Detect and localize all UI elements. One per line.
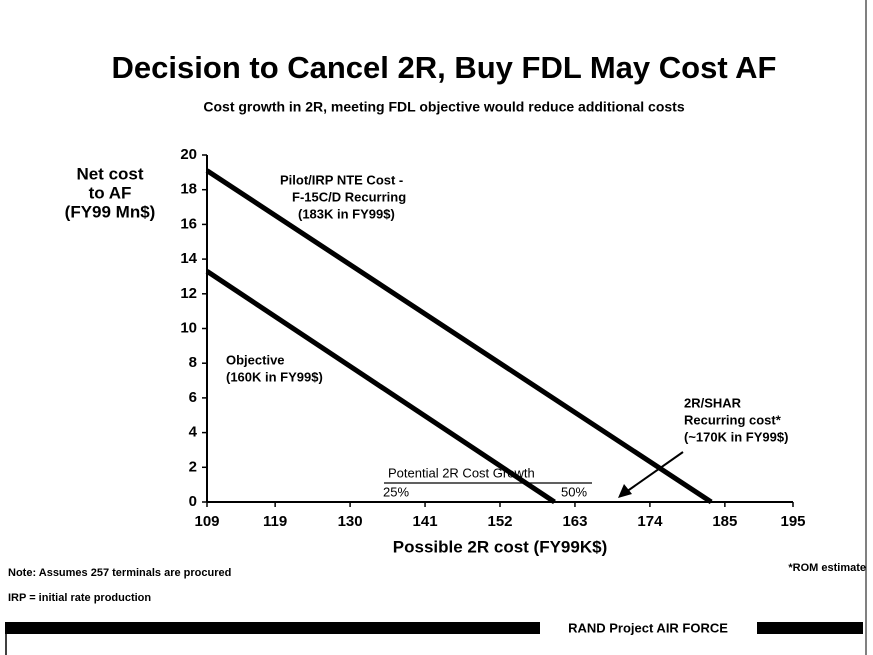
footnote: *ROM estimate — [788, 562, 866, 574]
y-tick-label: 8 — [189, 354, 197, 371]
y-label: Net cost — [76, 164, 143, 183]
y-tick-label: 0 — [189, 493, 197, 510]
title: Decision to Cancel 2R, Buy FDL May Cost … — [112, 50, 777, 85]
footer-bar — [5, 622, 540, 634]
y-tick-label: 12 — [180, 285, 197, 302]
annotation: 25% — [383, 484, 409, 499]
x-tick-label: 174 — [637, 513, 663, 530]
note: IRP = initial rate production — [8, 592, 151, 604]
annotation: 50% — [561, 484, 587, 499]
annotation: (183K in FY99$) — [298, 206, 395, 221]
annotation: Recurring cost* — [684, 412, 782, 427]
y-tick-label: 4 — [189, 424, 198, 441]
arrow-head — [618, 484, 632, 498]
x-tick-label: 119 — [263, 513, 287, 530]
footer-bar — [757, 622, 863, 634]
line — [205, 168, 713, 505]
y-tick-label: 14 — [180, 250, 197, 267]
x-tick-label: 163 — [562, 513, 587, 530]
x-tick-label: 130 — [338, 513, 363, 530]
annotation: Potential 2R Cost Growth — [388, 465, 535, 480]
x-tick-label: 195 — [780, 513, 805, 530]
plot: 0 2 4 6 8 10 12 14 16 18 20 109 119 130 141 152 163 174 18… — [180, 146, 805, 530]
x-tick-label: 109 — [194, 513, 219, 530]
note: Note: Assumes 257 terminals are procured — [8, 567, 231, 579]
y-tick-label: 16 — [180, 215, 197, 232]
x-tick-label: 152 — [487, 513, 512, 530]
annotation: Pilot/IRP NTE Cost - — [280, 172, 403, 187]
y-tick-label: 10 — [180, 319, 197, 336]
y-label: to AF — [89, 183, 132, 202]
annotation: Objective — [226, 352, 285, 367]
annotation: F-15C/D Recurring — [292, 189, 406, 204]
subtitle: Cost growth in 2R, meeting FDL objective… — [203, 99, 684, 115]
annotation: (160K in FY99$) — [226, 369, 323, 384]
y-tick-label: 2 — [189, 458, 197, 475]
footer: RAND Project AIR FORCE — [568, 620, 728, 635]
annotation: 2R/SHAR — [684, 395, 742, 410]
line — [205, 269, 556, 505]
y-tick-label: 18 — [180, 181, 197, 198]
arrow — [625, 451, 684, 493]
x-tick-label: 141 — [413, 513, 438, 530]
x-label: Possible 2R cost (FY99K$) — [393, 537, 607, 556]
y-tick-label: 6 — [189, 389, 197, 406]
x-tick-label: 185 — [712, 513, 737, 530]
annotation: (~170K in FY99$) — [684, 429, 788, 444]
y-tick-label: 20 — [180, 146, 197, 163]
y-label: (FY99 Mn$) — [65, 202, 156, 221]
